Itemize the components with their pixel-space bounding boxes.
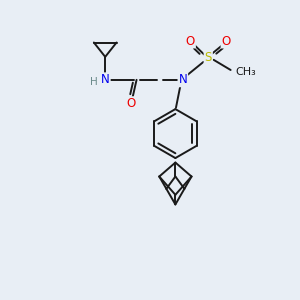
Text: N: N: [178, 73, 187, 86]
Text: H: H: [90, 77, 98, 87]
Text: CH₃: CH₃: [236, 68, 256, 77]
Text: N: N: [101, 73, 110, 86]
Text: O: O: [126, 97, 135, 110]
Text: O: O: [221, 34, 231, 47]
Text: O: O: [186, 34, 195, 47]
Text: S: S: [205, 51, 212, 64]
